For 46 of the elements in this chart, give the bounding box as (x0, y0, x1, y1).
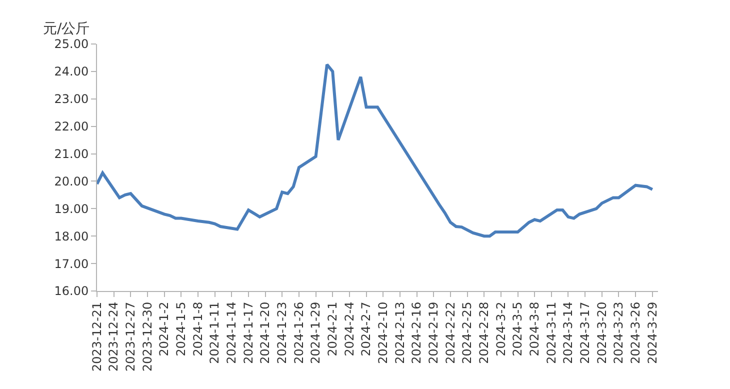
x-tick-label: 2024-1-2 (157, 302, 172, 356)
y-tick-label: 18.00 (54, 229, 89, 244)
y-tick-label: 22.00 (54, 120, 89, 134)
x-tick-label: 2024-2-7 (359, 302, 374, 356)
x-tick-label: 2024-1-11 (208, 302, 222, 364)
y-axis-title: 元/公斤 (43, 21, 90, 37)
y-tick-label: 17.00 (54, 256, 89, 271)
x-tick-label: 2024-1-14 (224, 302, 239, 364)
x-tick-label: 2024-2-10 (376, 302, 390, 364)
x-tick-label: 2024-2-1 (326, 302, 340, 356)
x-tick-label: 2023-12-21 (90, 302, 104, 372)
y-tick-label: 24.00 (54, 64, 89, 79)
x-tick-label: 2024-2-4 (342, 302, 356, 356)
x-tick-label: 2024-3-29 (645, 302, 660, 364)
x-tick-label: 2024-2-16 (410, 302, 424, 364)
y-tick-label: 23.00 (54, 92, 89, 106)
x-tick-label: 2024-3-2 (494, 302, 508, 356)
x-tick-label: 2024-3-20 (594, 302, 609, 364)
y-tick-label: 19.00 (54, 202, 89, 216)
x-tick-label: 2024-1-17 (241, 302, 256, 364)
x-tick-label: 2024-1-23 (275, 302, 290, 364)
x-tick-label: 2024-1-8 (190, 302, 205, 356)
x-tick-label: 2024-3-11 (544, 302, 558, 364)
x-tick-label: 2024-1-29 (308, 302, 323, 364)
x-tick-label: 2024-2-25 (460, 302, 474, 364)
x-tick-label: 2024-1-5 (174, 302, 188, 356)
y-tick-label: 21.00 (54, 146, 89, 161)
y-tick-label: 16.00 (54, 284, 89, 298)
x-tick-label: 2024-1-26 (292, 302, 306, 364)
y-tick-label: 20.00 (54, 174, 89, 188)
x-tick-label: 2024-3-14 (561, 302, 576, 364)
x-tick-label: 2024-3-5 (510, 302, 525, 356)
x-tick-label: 2024-2-22 (443, 302, 458, 364)
x-tick-label: 2024-2-19 (426, 302, 440, 364)
x-tick-label: 2024-3-8 (527, 302, 542, 356)
x-tick-label: 2023-12-27 (124, 302, 138, 372)
x-tick-label: 2023-12-30 (140, 302, 154, 372)
x-tick-label: 2024-2-13 (392, 302, 407, 364)
x-tick-label: 2024-3-26 (628, 302, 642, 364)
x-tick-label: 2024-2-28 (476, 302, 491, 364)
x-tick-label: 2024-3-23 (612, 302, 626, 364)
x-tick-label: 2024-1-20 (258, 302, 272, 364)
y-tick-label: 25.00 (54, 37, 89, 52)
x-tick-label: 2024-3-17 (578, 302, 592, 364)
x-tick-label: 2023-12-24 (106, 302, 121, 372)
line-series (97, 63, 654, 238)
